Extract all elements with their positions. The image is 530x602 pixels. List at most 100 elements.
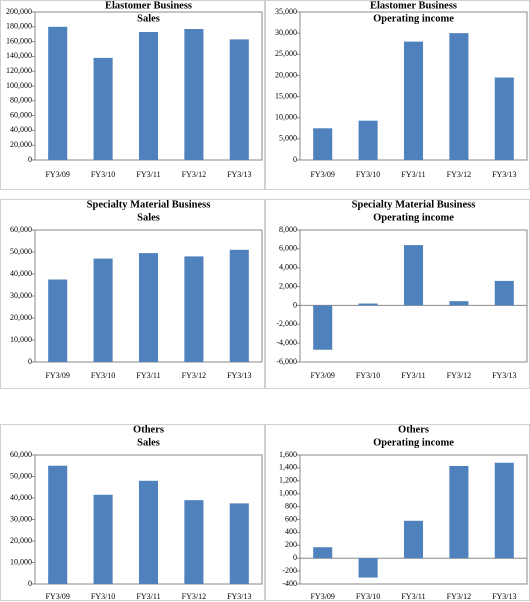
y-tick-label: 8,000	[279, 225, 297, 234]
chart-title: Sales	[137, 13, 160, 24]
y-tick-label: 40,000	[10, 269, 32, 278]
bar	[449, 465, 469, 559]
y-tick-label: 0	[293, 300, 297, 309]
x-tick-label: FY3/11	[136, 170, 160, 179]
x-tick-label: FY3/13	[492, 170, 516, 179]
x-tick-label: FY3/12	[447, 371, 471, 380]
bar	[358, 303, 378, 306]
y-tick-label: 1,200	[279, 476, 297, 485]
x-tick-label: FY3/13	[227, 170, 251, 179]
y-tick-label: 1,600	[279, 450, 297, 459]
bar	[93, 258, 113, 362]
x-tick-label: FY3/12	[182, 371, 206, 380]
chart-title: Specialty Material Business	[87, 199, 211, 210]
chart-title: Elastomer Business	[370, 0, 457, 11]
x-tick-label: FY3/10	[356, 592, 380, 601]
y-tick-label: 2,000	[279, 281, 297, 290]
y-tick-label: 60,000	[10, 225, 32, 234]
bar	[229, 503, 249, 584]
y-tick-label: 60,000	[10, 450, 32, 459]
chart-title: Operating income	[373, 212, 454, 223]
bar	[93, 494, 113, 584]
y-tick-label: 10,000	[275, 113, 297, 122]
y-tick-label: 200	[285, 540, 297, 549]
bar	[48, 279, 68, 362]
y-tick-label: 0	[293, 155, 297, 164]
y-tick-label: 1,400	[279, 463, 297, 472]
bar	[138, 480, 159, 584]
y-tick-label: 0	[293, 553, 297, 562]
chart-title: Sales	[137, 437, 160, 448]
x-tick-label: FY3/10	[91, 170, 115, 179]
y-tick-label: 15,000	[275, 91, 297, 100]
y-tick-label: 20,000	[10, 140, 32, 149]
y-tick-label: 35,000	[275, 7, 297, 16]
bar	[494, 77, 514, 160]
bar	[403, 245, 424, 306]
chart-frame	[265, 0, 530, 190]
y-tick-label: 400	[285, 527, 297, 536]
x-tick-label: FY3/12	[447, 170, 471, 179]
y-tick-label: 5,000	[279, 134, 297, 143]
y-tick-label: -2,000	[276, 319, 297, 328]
y-tick-label: -400	[282, 579, 297, 588]
chart-title: Operating income	[373, 437, 454, 448]
y-tick-label: 10,000	[10, 335, 32, 344]
bar	[138, 31, 159, 161]
y-tick-label: 120,000	[6, 66, 32, 75]
bar	[138, 253, 159, 362]
chart-frame	[265, 424, 530, 601]
x-tick-label: FY3/13	[492, 592, 516, 601]
y-tick-label: 600	[285, 514, 297, 523]
bar	[494, 462, 514, 559]
bar	[184, 256, 204, 362]
bar	[93, 57, 113, 160]
y-tick-label: 180,000	[6, 22, 32, 31]
y-tick-label: 10,000	[10, 557, 32, 566]
bar	[449, 33, 469, 161]
bar	[313, 128, 333, 160]
x-tick-label: FY3/11	[401, 170, 425, 179]
chart-frame	[265, 199, 530, 389]
bar	[229, 39, 249, 160]
y-tick-label: 30,000	[10, 514, 32, 523]
chart-frame	[0, 424, 265, 601]
y-tick-label: 1,000	[279, 489, 297, 498]
x-tick-label: FY3/09	[45, 371, 69, 380]
chart-title: Operating income	[373, 13, 454, 24]
y-tick-label: 30,000	[10, 291, 32, 300]
y-tick-label: 800	[285, 501, 297, 510]
x-tick-label: FY3/11	[401, 371, 425, 380]
y-tick-label: 40,000	[10, 125, 32, 134]
y-tick-label: 25,000	[275, 49, 297, 58]
y-tick-label: 0	[28, 357, 32, 366]
chart-title: Sales	[137, 212, 160, 223]
y-tick-label: 200,000	[6, 7, 32, 16]
plot-area	[299, 229, 528, 363]
x-tick-label: FY3/09	[310, 170, 334, 179]
bar	[449, 301, 469, 306]
x-tick-label: FY3/12	[182, 592, 206, 601]
bar	[403, 41, 424, 160]
y-tick-label: 0	[28, 155, 32, 164]
x-tick-label: FY3/12	[447, 592, 471, 601]
x-tick-label: FY3/11	[136, 371, 160, 380]
y-tick-label: 100,000	[6, 81, 32, 90]
bar	[313, 547, 333, 559]
bar	[229, 249, 249, 362]
chart-title: Specialty Material Business	[352, 199, 476, 210]
plot-area	[299, 454, 528, 585]
bar	[184, 29, 204, 160]
x-tick-label: FY3/13	[227, 592, 251, 601]
chart-frame	[0, 0, 265, 190]
chart-title: Others	[133, 424, 164, 435]
x-tick-label: FY3/10	[356, 371, 380, 380]
y-tick-label: 20,000	[275, 70, 297, 79]
y-tick-label: 140,000	[6, 51, 32, 60]
x-tick-label: FY3/10	[91, 592, 115, 601]
y-tick-label: 160,000	[6, 36, 32, 45]
y-tick-label: 50,000	[10, 471, 32, 480]
chart-title: Elastomer Business	[105, 0, 192, 11]
y-tick-label: 80,000	[10, 96, 32, 105]
